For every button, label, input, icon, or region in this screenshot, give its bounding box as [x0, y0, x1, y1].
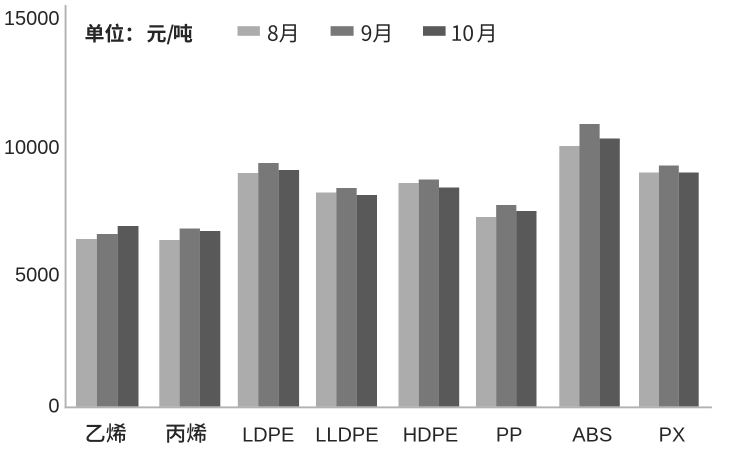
svg-text:PX: PX [659, 425, 686, 447]
svg-text:LLDPE: LLDPE [315, 425, 378, 447]
svg-text:0: 0 [48, 395, 59, 417]
svg-text:5000: 5000 [15, 265, 60, 287]
svg-text:PP: PP [496, 425, 523, 447]
svg-text:15000: 15000 [4, 8, 60, 30]
svg-text:HDPE: HDPE [403, 425, 459, 447]
svg-text:10000: 10000 [4, 137, 60, 159]
svg-text:ABS: ABS [572, 425, 612, 447]
svg-text:LDPE: LDPE [242, 425, 294, 447]
